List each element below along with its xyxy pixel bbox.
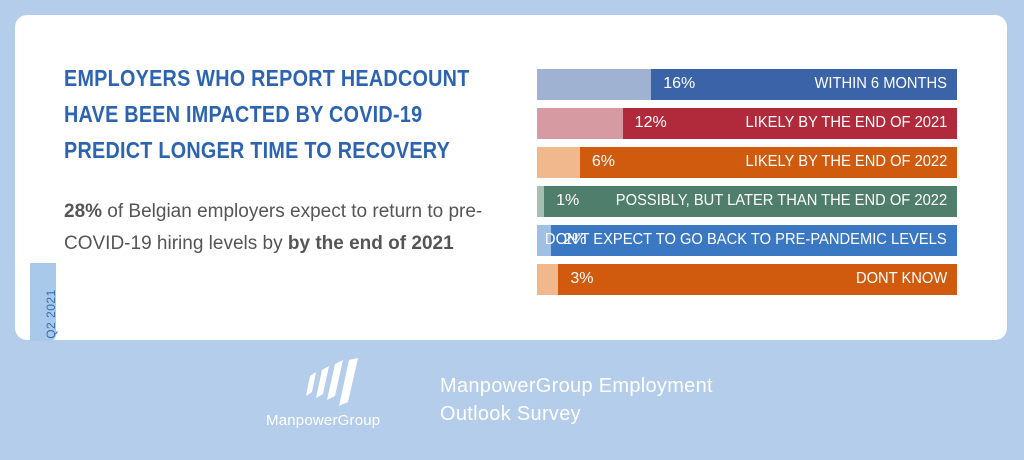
- bar-value-segment: [537, 225, 552, 256]
- bar-value-segment: [537, 186, 545, 217]
- bar-row: 16% WITHIN 6 MONTHS: [537, 69, 957, 100]
- headline-line-1: EMPLOYERS WHO REPORT HEADCOUNT: [64, 65, 470, 91]
- summary-body: of Belgian employers expect to return to…: [64, 201, 483, 254]
- bar-row: 2% DON'T EXPECT TO GO BACK TO PRE-PANDEMI…: [537, 225, 957, 256]
- bar-row: 6% LIKELY BY THE END OF 2022: [537, 147, 957, 178]
- summary-percent: 28%: [64, 201, 103, 222]
- bar-remainder-segment: [622, 108, 957, 139]
- bar-value-segment: [537, 69, 652, 100]
- bar-value-segment: [537, 147, 580, 178]
- bar-value-label: 6%: [591, 153, 615, 170]
- bar-value-label: 12%: [634, 114, 667, 131]
- bar-category-label: WITHIN 6 MONTHS: [814, 75, 947, 92]
- bar-category-label: DONT KNOW: [855, 270, 947, 287]
- brand-name: ManpowerGroup: [266, 412, 381, 429]
- manpowergroup-logo-icon: [306, 358, 358, 406]
- bar-row: 1% POSSIBLY, BUT LATER THAN THE END OF 20…: [537, 186, 957, 217]
- bar-value-label: 2%: [563, 231, 587, 248]
- bar-category-label: POSSIBLY, BUT LATER THAN THE END OF 2022: [615, 192, 947, 209]
- quarter-tab: Q2 2021: [30, 263, 58, 341]
- bar-remainder-segment: [544, 186, 957, 217]
- bar-value-segment: [537, 108, 623, 139]
- summary-bold: by the end of 2021: [287, 233, 454, 254]
- headline: EMPLOYERS WHO REPORT HEADCOUNT HAVE BEEN…: [64, 60, 484, 168]
- bar-value-label: 1%: [556, 192, 580, 209]
- bar-category-label: LIKELY BY THE END OF 2021: [745, 114, 947, 131]
- bar-row: 3% DONT KNOW: [537, 264, 957, 295]
- survey-title-line-2: Outlook Survey: [440, 403, 581, 425]
- survey-title-line-1: ManpowerGroup Employment: [440, 375, 713, 397]
- bar-value-label: 3%: [570, 270, 594, 287]
- bar-remainder-segment: [579, 147, 957, 178]
- bar-remainder-segment: [651, 69, 957, 100]
- summary-text: 28% of Belgian employers expect to retur…: [64, 196, 484, 260]
- headline-line-3: PREDICT LONGER TIME TO RECOVERY: [64, 137, 451, 163]
- bar-remainder-segment: [558, 264, 957, 295]
- bar-category-label: LIKELY BY THE END OF 2022: [745, 153, 947, 170]
- survey-title: ManpowerGroup Employment Outlook Survey: [440, 372, 713, 428]
- bar-remainder-segment: [551, 225, 957, 256]
- bar-value-segment: [537, 264, 559, 295]
- headline-line-2: HAVE BEEN IMPACTED BY COVID-19: [64, 101, 423, 127]
- bar-row: 12% LIKELY BY THE END OF 2021: [537, 108, 957, 139]
- bar-category-label: DON'T EXPECT TO GO BACK TO PRE-PANDEMIC …: [545, 231, 947, 248]
- quarter-tab-label: Q2 2021: [44, 289, 58, 339]
- bar-value-label: 16%: [663, 75, 696, 92]
